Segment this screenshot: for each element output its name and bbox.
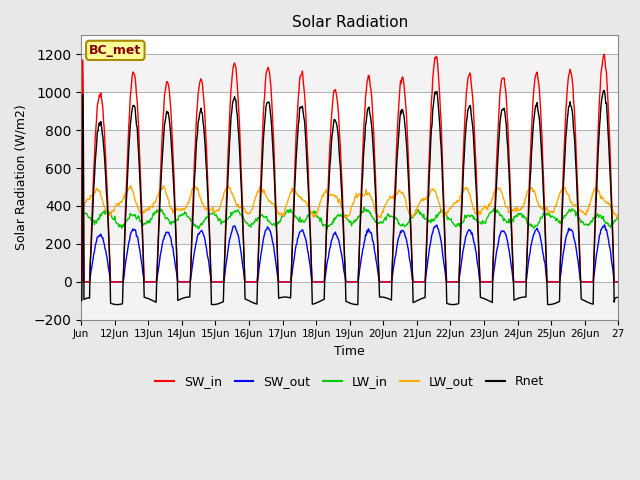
LW_out — [436, 206, 444, 212]
LW_in — [140, 220, 148, 226]
SW_in — [77, 279, 85, 285]
Line: LW_in: LW_in — [81, 207, 618, 229]
SW_out — [77, 279, 85, 285]
LW_out — [225, 183, 232, 189]
Rnet — [239, 229, 247, 235]
Text: BC_met: BC_met — [89, 44, 141, 57]
Line: Rnet: Rnet — [81, 90, 618, 305]
SW_out — [239, 264, 247, 270]
LW_in — [195, 226, 202, 232]
SW_in — [266, 70, 273, 76]
SW_in — [239, 219, 247, 225]
Rnet — [436, 122, 444, 128]
Line: LW_out: LW_out — [81, 186, 618, 217]
Bar — [81, 282, 618, 320]
Title: Solar Radiation: Solar Radiation — [292, 15, 408, 30]
SW_in — [405, 169, 413, 175]
Rnet — [140, 294, 148, 300]
Rnet — [77, 298, 85, 304]
Rnet — [406, 203, 413, 208]
SW_out — [140, 279, 148, 285]
LW_out — [240, 205, 248, 211]
Bar — [81, 130, 618, 168]
Legend: SW_in, SW_out, LW_in, LW_out, Rnet: SW_in, SW_out, LW_in, LW_out, Rnet — [150, 370, 549, 393]
Rnet — [614, 294, 622, 300]
Rnet — [266, 102, 273, 108]
LW_in — [287, 206, 294, 212]
SW_out — [435, 229, 443, 235]
SW_in — [286, 279, 294, 285]
LW_in — [240, 216, 248, 222]
X-axis label: Time: Time — [334, 345, 365, 358]
SW_out — [405, 251, 413, 257]
SW_out — [266, 228, 273, 233]
Rnet — [286, 295, 294, 300]
LW_in — [77, 209, 85, 215]
LW_in — [266, 220, 274, 226]
LW_out — [287, 189, 294, 195]
Rnet — [353, 302, 361, 308]
LW_in — [436, 210, 444, 216]
LW_out — [614, 212, 622, 218]
SW_in — [614, 279, 622, 285]
SW_out — [286, 279, 294, 285]
SW_out — [614, 279, 622, 285]
LW_in — [614, 211, 622, 217]
LW_out — [140, 209, 148, 215]
SW_in — [435, 83, 443, 88]
LW_out — [310, 215, 317, 220]
Bar — [81, 206, 618, 244]
SW_in — [140, 279, 148, 285]
Y-axis label: Solar Radiation (W/m2): Solar Radiation (W/m2) — [15, 105, 28, 251]
LW_out — [406, 212, 414, 217]
LW_out — [77, 207, 85, 213]
Bar — [81, 54, 618, 92]
SW_in — [600, 51, 608, 57]
Line: SW_in: SW_in — [81, 54, 618, 282]
LW_in — [406, 216, 414, 221]
LW_out — [266, 199, 274, 204]
LW_in — [360, 204, 368, 210]
Line: SW_out: SW_out — [81, 225, 618, 282]
Rnet — [600, 87, 607, 93]
SW_out — [600, 222, 608, 228]
